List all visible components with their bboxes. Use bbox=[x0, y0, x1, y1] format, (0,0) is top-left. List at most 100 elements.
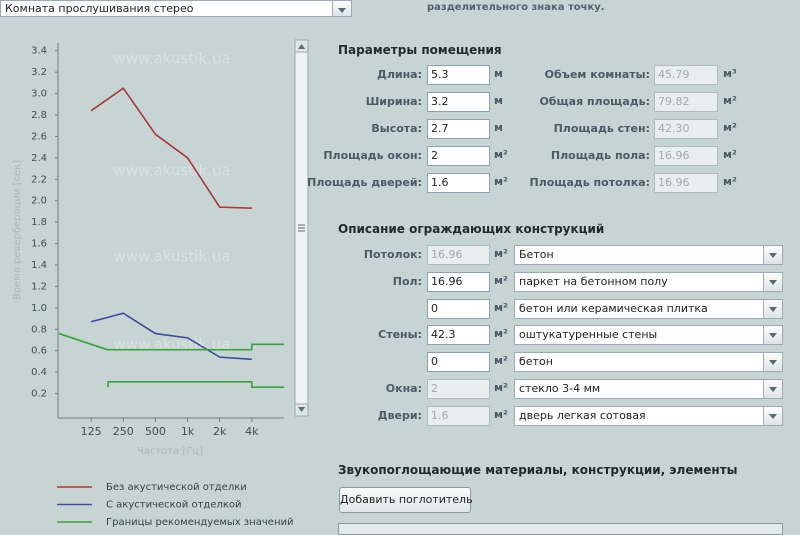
field-label: Двери: bbox=[377, 408, 422, 422]
y-tick-label: 0.4 bbox=[31, 367, 47, 378]
y-tick-label: 3.0 bbox=[31, 89, 47, 100]
input: 1.6 bbox=[427, 405, 490, 426]
input: 42.30 bbox=[654, 119, 718, 139]
material-select[interactable]: бетон или керамическая плитка bbox=[514, 298, 783, 319]
material-select[interactable]: оштукатуренные стены bbox=[514, 325, 783, 346]
input[interactable]: 1.6 bbox=[427, 173, 490, 193]
input[interactable]: 2.7 bbox=[427, 119, 490, 139]
unit: м bbox=[494, 67, 503, 80]
y-tick-label: 1.0 bbox=[31, 303, 47, 314]
unit: м³ bbox=[723, 67, 737, 80]
field-label: Высота: bbox=[371, 122, 422, 135]
x-tick-label: 500 bbox=[145, 425, 166, 438]
chart: Время реверберации [сек] Частота [Гц] ww… bbox=[12, 39, 309, 528]
axes bbox=[57, 43, 284, 419]
unit: м² bbox=[494, 175, 508, 188]
field-label: Площадь стен: bbox=[553, 122, 650, 135]
y-tick-label: 2.4 bbox=[31, 153, 47, 164]
unit: м² bbox=[494, 381, 508, 394]
select-arrow[interactable] bbox=[763, 272, 782, 291]
section-title: Описание ограждающих конструкций bbox=[338, 222, 605, 236]
section-title: Звукопоглощающие материалы, конструкции,… bbox=[338, 463, 738, 477]
x-axis-label: Частота [Гц] bbox=[137, 446, 203, 457]
input: 45.79 bbox=[654, 65, 718, 85]
input[interactable]: 0 bbox=[427, 352, 490, 373]
unit: м² bbox=[494, 407, 508, 421]
y-tick-label: 3.4 bbox=[31, 46, 47, 57]
select-arrow[interactable] bbox=[763, 326, 782, 345]
input[interactable]: 42.3 bbox=[427, 325, 490, 346]
select-arrow[interactable] bbox=[763, 353, 782, 372]
y-tick-label: 2.6 bbox=[31, 131, 47, 142]
select-arrow[interactable] bbox=[332, 1, 351, 16]
unit: м² bbox=[723, 148, 737, 161]
unit: м² bbox=[494, 300, 508, 314]
series-line bbox=[90, 87, 252, 210]
field-label: Площадь потолка: bbox=[529, 176, 650, 189]
field-label: Площадь пола: bbox=[550, 149, 650, 162]
input: 79.82 bbox=[654, 92, 718, 112]
list-frame bbox=[338, 523, 783, 535]
y-tick-label: 2.8 bbox=[31, 110, 47, 121]
unit: м bbox=[494, 94, 503, 107]
field-label: Общая площадь: bbox=[539, 95, 650, 108]
material-select[interactable]: бетон bbox=[514, 352, 783, 373]
y-tick-label: 2.2 bbox=[31, 174, 47, 185]
input[interactable]: 3.2 bbox=[427, 92, 490, 112]
material-select[interactable]: стекло 3-4 мм bbox=[514, 379, 783, 399]
x-tick-label: 2k bbox=[213, 425, 227, 438]
field-label: Стены: bbox=[378, 328, 422, 342]
y-axis-label: Время реверберации [сек] bbox=[12, 160, 23, 300]
note: разделительного знака точку. bbox=[427, 2, 605, 13]
field-label: Площадь окон: bbox=[323, 149, 422, 162]
unit: м bbox=[494, 121, 503, 134]
y-tick-label: 0.2 bbox=[31, 389, 47, 400]
watermark: www.akustik.ua bbox=[113, 50, 230, 68]
input: 16.96 bbox=[654, 146, 718, 166]
scroll-thumb[interactable] bbox=[298, 224, 305, 232]
legend-label: Без акустической отделки bbox=[106, 482, 247, 493]
x-tick-label: 4k bbox=[245, 425, 259, 438]
y-tick-label: 0.8 bbox=[31, 324, 47, 335]
y-tick-label: 3.2 bbox=[31, 67, 47, 78]
field-label: Длина: bbox=[377, 68, 422, 81]
input[interactable]: 0 bbox=[427, 298, 490, 319]
unit: м² bbox=[723, 175, 737, 188]
unit: м² bbox=[494, 148, 508, 161]
input: 16.96 bbox=[427, 245, 490, 265]
unit: м² bbox=[723, 94, 737, 107]
input[interactable]: 16.96 bbox=[427, 271, 490, 292]
select-arrow[interactable] bbox=[763, 406, 782, 425]
material-select[interactable]: паркет на бетонном полу bbox=[514, 271, 783, 292]
legend-label: Границы рекомендуемых значений bbox=[106, 517, 294, 528]
material-select[interactable]: дверь легкая сотовая bbox=[514, 405, 783, 426]
add-button[interactable]: Добавить поглотитель bbox=[339, 487, 473, 513]
x-tick-label: 1k bbox=[181, 425, 195, 438]
select-arrow[interactable] bbox=[763, 246, 782, 264]
unit: м² bbox=[723, 121, 737, 134]
watermark: www.akustik.ua bbox=[113, 248, 230, 266]
watermark: www.akustik.ua bbox=[113, 162, 230, 180]
x-tick-label: 250 bbox=[113, 425, 134, 438]
field-label: Ширина: bbox=[365, 95, 422, 108]
material-select[interactable]: Бетон bbox=[514, 245, 783, 265]
select-arrow[interactable] bbox=[763, 299, 782, 318]
y-tick-label: 1.6 bbox=[31, 239, 47, 250]
input[interactable]: 2 bbox=[427, 146, 490, 166]
section-title: Параметры помещения bbox=[338, 43, 502, 57]
y-tick-label: 1.4 bbox=[31, 260, 47, 271]
series-line bbox=[58, 332, 284, 388]
watermark: www.akustik.ua bbox=[113, 336, 230, 354]
room-select[interactable]: Комната прослушивания стерео bbox=[0, 0, 352, 17]
series-line bbox=[90, 312, 252, 361]
field-label: Площадь дверей: bbox=[307, 176, 422, 189]
field-label: Пол: bbox=[392, 274, 422, 288]
input[interactable]: 5.3 bbox=[427, 65, 490, 85]
unit: м² bbox=[494, 327, 508, 341]
unit: м² bbox=[494, 273, 508, 287]
y-tick-label: 2.0 bbox=[31, 196, 47, 207]
legend-label: С акустической отделкой bbox=[106, 500, 242, 511]
select-arrow[interactable] bbox=[763, 380, 782, 398]
unit: м² bbox=[494, 247, 508, 260]
